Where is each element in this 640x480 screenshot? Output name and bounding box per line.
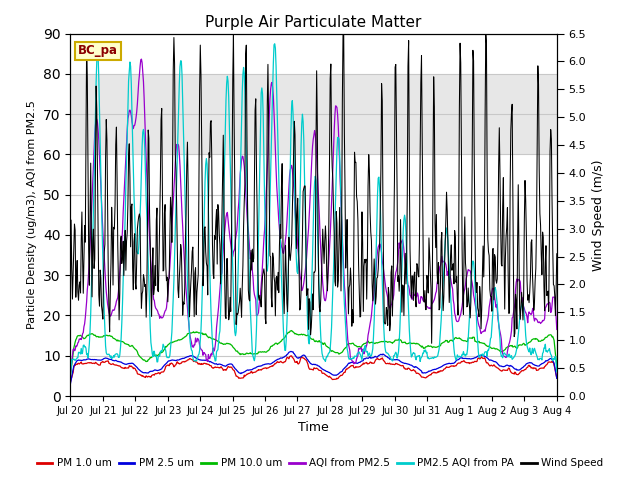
Title: Purple Air Particulate Matter: Purple Air Particulate Matter [205,15,422,30]
Y-axis label: Wind Speed (m/s): Wind Speed (m/s) [592,159,605,271]
Bar [70,74,557,155]
X-axis label: Time: Time [298,421,329,434]
Text: BC_pa: BC_pa [77,45,118,58]
Legend: PM 1.0 um, PM 2.5 um, PM 10.0 um, AQI from PM2.5, PM2.5 AQI from PA, Wind Speed: PM 1.0 um, PM 2.5 um, PM 10.0 um, AQI fr… [33,454,607,472]
Y-axis label: Particle Density (ug/m3), AQI from PM2.5: Particle Density (ug/m3), AQI from PM2.5 [28,100,38,329]
